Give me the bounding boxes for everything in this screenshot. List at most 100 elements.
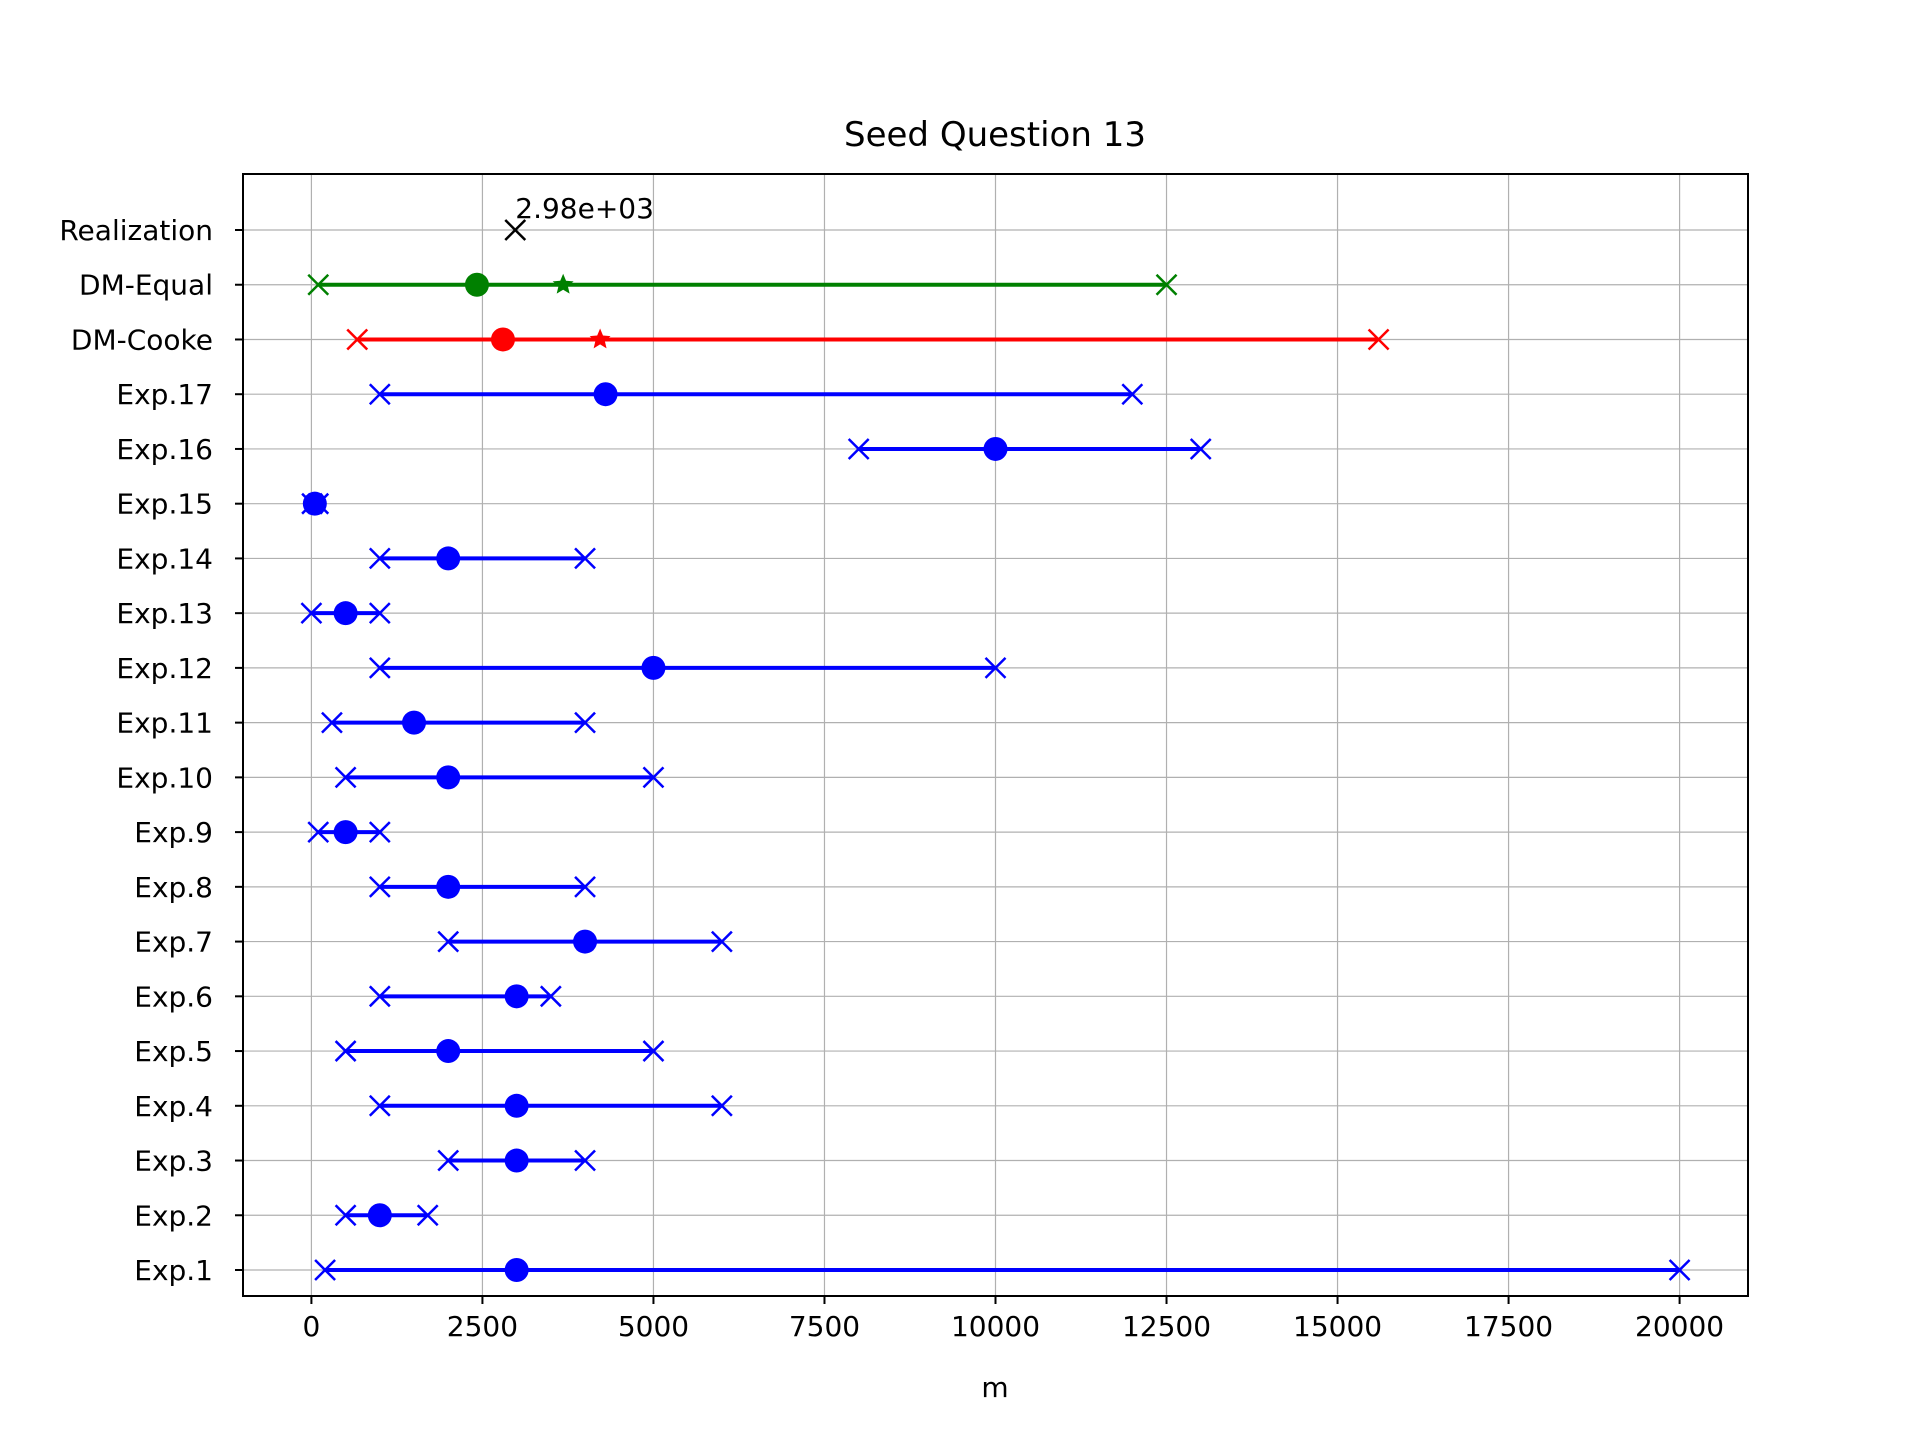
row-4-low-marker xyxy=(847,438,870,460)
row-3-low-marker xyxy=(368,383,391,406)
row-18-high-marker-stroke-b xyxy=(416,1204,439,1227)
row-11-low-marker-stroke-b xyxy=(307,821,330,843)
row-11-high-marker-stroke-b xyxy=(368,821,391,843)
row-2-high-marker-stroke-b xyxy=(1367,328,1390,351)
y-tick-label-15: Exp.5 xyxy=(134,1035,213,1068)
y-tick-label-8: Exp.12 xyxy=(116,652,213,685)
row-16-high-marker-stroke-b xyxy=(710,1094,733,1117)
y-tick-label-3: Exp.17 xyxy=(116,378,213,411)
row-11-median-marker xyxy=(333,820,358,845)
y-tick-label-2: DM-Cooke xyxy=(71,323,213,356)
x-tick-label-5: 12500 xyxy=(1122,1310,1211,1343)
y-tick-label-1: DM-Equal xyxy=(79,269,213,302)
y-tick-label-17: Exp.3 xyxy=(134,1145,213,1178)
row-4-low-marker-stroke-b xyxy=(847,438,870,460)
row-10-high-marker-stroke-b xyxy=(642,766,665,789)
row-6-high-marker-stroke-b xyxy=(574,547,596,570)
row-6-low-marker xyxy=(368,547,391,570)
row-1-mean-marker xyxy=(552,273,574,294)
row-3-high-marker-stroke-b xyxy=(1121,383,1144,406)
row-3-low-marker-stroke-b xyxy=(368,383,391,406)
row-9-high-marker-stroke-b xyxy=(574,711,596,734)
row-15-low-marker xyxy=(334,1040,357,1062)
row-17-low-marker-stroke-b xyxy=(437,1149,460,1172)
row-13-high-marker-stroke-b xyxy=(710,930,733,953)
row-1-high-marker xyxy=(1155,273,1178,296)
y-tick-label-14: Exp.6 xyxy=(134,980,213,1013)
row-8-high-marker xyxy=(984,657,1007,679)
row-2-median-marker xyxy=(490,327,515,352)
row-12-median-marker xyxy=(436,874,461,899)
row-0-realization-marker-stroke-b xyxy=(504,219,527,241)
row-12-low-marker xyxy=(368,875,391,898)
row-18-median-marker xyxy=(367,1203,392,1228)
row-19-high-marker-stroke-b xyxy=(1668,1259,1691,1281)
axis-ticks: 0 2500 5000 7500 10000 12500 15000 17500 20000 Re… xyxy=(59,214,1724,1343)
row-2-low-marker-stroke-b xyxy=(346,328,369,351)
row-19-low-marker-stroke-b xyxy=(314,1259,336,1281)
row-9-low-marker-stroke-b xyxy=(321,711,343,734)
x-tick-label-7: 17500 xyxy=(1464,1310,1553,1343)
row-9-median-marker xyxy=(402,710,427,735)
row-10-low-marker xyxy=(334,766,357,789)
row-14-median-marker xyxy=(504,984,529,1009)
row-3-high-marker xyxy=(1121,383,1144,406)
row-14-low-marker-stroke-b xyxy=(368,985,391,1008)
row-2-low-marker xyxy=(346,328,369,351)
row-10-high-marker xyxy=(642,766,665,789)
row-12-high-marker xyxy=(574,875,596,898)
x-tick-label-6: 15000 xyxy=(1293,1310,1382,1343)
row-15-high-marker-stroke-b xyxy=(642,1040,665,1062)
row-4-high-marker-stroke-b xyxy=(1189,438,1212,460)
chart-title: Seed Question 13 xyxy=(844,115,1146,155)
row-8-low-marker-stroke-b xyxy=(368,657,391,679)
x-tick-label-8: 20000 xyxy=(1635,1310,1724,1343)
y-tick-label-5: Exp.15 xyxy=(116,488,213,521)
row-1-low-marker-stroke-b xyxy=(307,273,330,296)
row-5-median-marker xyxy=(302,491,327,516)
row-4-high-marker xyxy=(1189,438,1212,460)
row-9-high-marker xyxy=(574,711,596,734)
row-0-realization-marker xyxy=(504,219,527,241)
row-6-median-marker xyxy=(436,546,461,571)
row-9-low-marker xyxy=(321,711,343,734)
row-12-low-marker-stroke-b xyxy=(368,875,391,898)
row-19-median-marker xyxy=(504,1258,529,1283)
y-tick-label-4: Exp.16 xyxy=(116,433,213,466)
row-8-median-marker xyxy=(641,655,666,680)
row-12-high-marker-stroke-b xyxy=(574,875,596,898)
row-15-low-marker-stroke-b xyxy=(334,1040,357,1062)
row-7-high-marker xyxy=(368,602,391,625)
row-14-high-marker-stroke-b xyxy=(539,985,562,1008)
row-19-low-marker xyxy=(314,1259,336,1281)
row-13-low-marker-stroke-b xyxy=(437,930,460,953)
row-6-low-marker-stroke-b xyxy=(368,547,391,570)
row-15-median-marker xyxy=(436,1039,461,1064)
row-13-median-marker xyxy=(573,929,598,954)
x-tick-label-4: 10000 xyxy=(951,1310,1040,1343)
y-tick-label-6: Exp.14 xyxy=(116,542,213,575)
row-17-median-marker xyxy=(504,1148,529,1173)
row-8-high-marker-stroke-b xyxy=(984,657,1007,679)
x-tick-label-1: 2500 xyxy=(447,1310,518,1343)
row-18-high-marker xyxy=(416,1204,439,1227)
row-15-high-marker xyxy=(642,1040,665,1062)
row-7-low-marker-stroke-b xyxy=(300,602,323,625)
row-11-low-marker xyxy=(307,821,330,843)
row-4-median-marker xyxy=(983,436,1008,461)
y-tick-label-13: Exp.7 xyxy=(134,926,213,959)
row-13-low-marker xyxy=(437,930,460,953)
row-7-median-marker xyxy=(333,601,358,626)
x-tick-label-0: 0 xyxy=(302,1310,320,1343)
data-marks: 2.98e+03 xyxy=(300,192,1691,1283)
row-3-median-marker xyxy=(593,382,618,407)
y-tick-label-16: Exp.4 xyxy=(134,1090,213,1123)
y-tick-label-0: Realization xyxy=(59,214,213,247)
row-7-high-marker-stroke-b xyxy=(368,602,391,625)
row-11-high-marker xyxy=(368,821,391,843)
y-tick-label-11: Exp.9 xyxy=(134,816,213,849)
y-tick-label-10: Exp.10 xyxy=(116,761,213,794)
row-18-low-marker xyxy=(334,1204,357,1227)
